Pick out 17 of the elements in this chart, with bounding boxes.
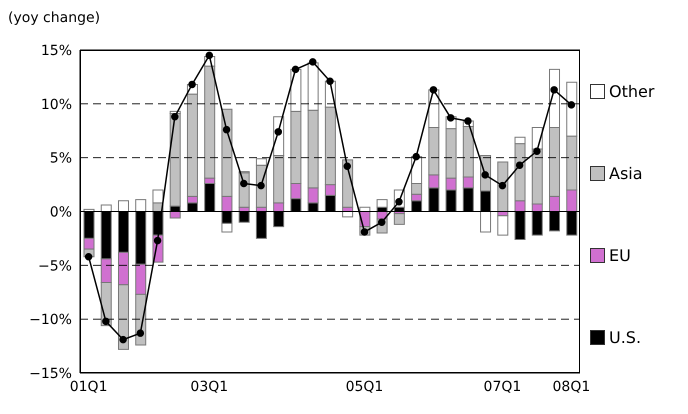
y-tick-label: 10% (40, 96, 72, 113)
y-tick-label: 15% (40, 42, 72, 59)
y-tick-label: 0% (50, 204, 72, 220)
legend-label: EU (609, 246, 631, 264)
y-tick-label: −5% (38, 258, 72, 274)
legend-label: Asia (609, 164, 643, 182)
y-tick-label: −10% (29, 312, 72, 328)
y-axis-title: (yoy change) (8, 10, 100, 26)
x-tick-label: 03Q1 (190, 378, 228, 395)
y-tick-label: −15% (29, 366, 72, 382)
x-tick-label: 08Q1 (552, 378, 590, 395)
x-tick-label: 01Q1 (70, 378, 108, 395)
y-tick-label: 5% (50, 150, 72, 167)
x-tick-label: 05Q1 (346, 378, 384, 395)
x-tick-label: 07Q1 (484, 378, 522, 395)
legend-label: U.S. (609, 328, 642, 346)
text: Other (609, 82, 654, 100)
